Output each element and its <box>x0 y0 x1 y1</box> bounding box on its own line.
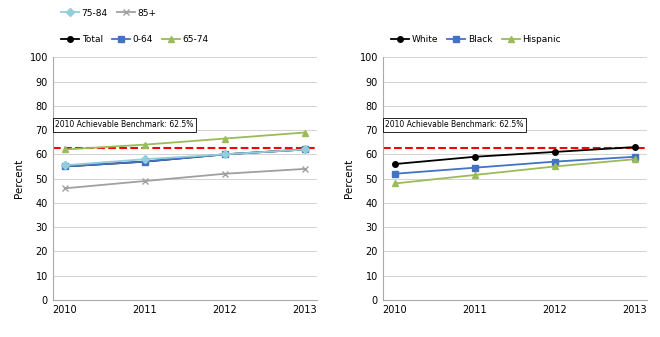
75-84 <box>61 163 69 167</box>
Line: Black: Black <box>392 154 638 177</box>
Black <box>471 166 478 170</box>
85+ <box>301 167 309 171</box>
White <box>551 150 559 154</box>
Total <box>221 152 229 156</box>
65-74 <box>61 148 69 152</box>
Line: 75-84: 75-84 <box>62 147 308 168</box>
85+ <box>221 172 229 176</box>
Line: White: White <box>392 144 638 167</box>
65-74 <box>141 143 148 147</box>
Hispanic <box>471 173 478 177</box>
75-84 <box>221 152 229 156</box>
75-84 <box>141 157 148 161</box>
65-74 <box>301 130 309 134</box>
White <box>471 155 478 159</box>
Text: 2010 Achievable Benchmark: 62.5%: 2010 Achievable Benchmark: 62.5% <box>385 120 523 129</box>
Hispanic <box>391 181 399 185</box>
Total <box>141 160 148 164</box>
Total <box>301 148 309 152</box>
White <box>631 145 639 149</box>
85+ <box>141 179 148 183</box>
65-74 <box>221 136 229 141</box>
Total <box>61 164 69 168</box>
Legend: 75-84, 85+: 75-84, 85+ <box>57 5 160 21</box>
0-64 <box>301 148 309 152</box>
Legend: White, Black, Hispanic: White, Black, Hispanic <box>387 32 564 48</box>
Line: 0-64: 0-64 <box>62 147 308 169</box>
Hispanic <box>631 157 639 161</box>
Line: Total: Total <box>62 147 308 169</box>
Text: 2010 Achievable Benchmark: 62.5%: 2010 Achievable Benchmark: 62.5% <box>55 120 193 129</box>
Line: 85+: 85+ <box>62 166 308 191</box>
Black <box>391 172 399 176</box>
Hispanic <box>551 164 559 168</box>
0-64 <box>61 164 69 168</box>
Black <box>631 155 639 159</box>
0-64 <box>141 160 148 164</box>
0-64 <box>221 152 229 156</box>
Line: 65-74: 65-74 <box>62 130 308 152</box>
Y-axis label: Percent: Percent <box>344 159 354 198</box>
Line: Hispanic: Hispanic <box>392 156 638 186</box>
75-84 <box>301 148 309 152</box>
White <box>391 162 399 166</box>
Y-axis label: Percent: Percent <box>14 159 24 198</box>
85+ <box>61 186 69 190</box>
Black <box>551 160 559 164</box>
